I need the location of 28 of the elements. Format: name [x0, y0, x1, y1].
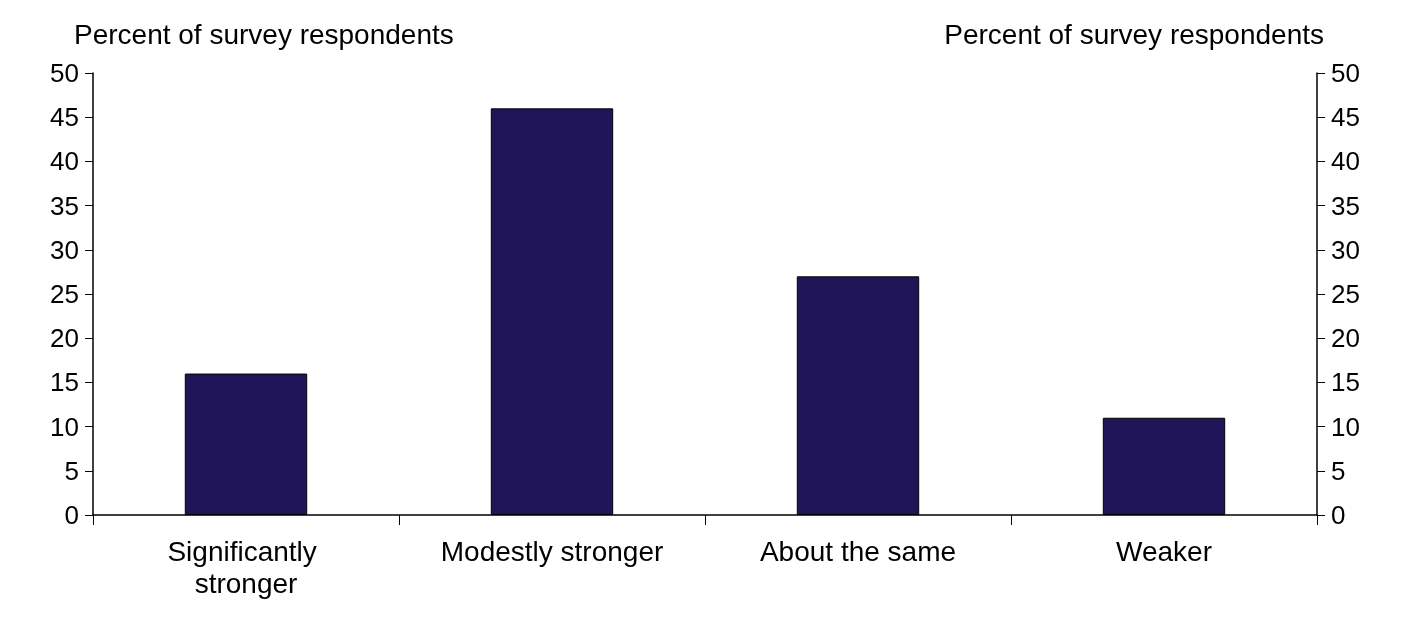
y2-axis-title: Percent of survey respondents — [944, 18, 1324, 50]
y-tick-label: 10 — [50, 411, 79, 442]
y2-tick-label: 10 — [1331, 411, 1360, 442]
y-tick-label: 45 — [50, 102, 79, 133]
x-tick-label: About the same — [759, 535, 957, 567]
y2-tick-label: 0 — [1331, 500, 1346, 530]
y2-tick-label: 20 — [1331, 323, 1360, 354]
x-tick-label: Significantly stronger — [167, 535, 325, 599]
y2-tick-label: 50 — [1331, 58, 1360, 88]
y2-tick-label: 5 — [1331, 455, 1346, 486]
y-tick-label: 0 — [64, 500, 79, 530]
y-tick-label: 5 — [64, 455, 79, 486]
y2-tick-label: 45 — [1331, 102, 1360, 133]
y-tick-label: 20 — [50, 323, 79, 354]
y-tick-label: 15 — [50, 367, 79, 398]
y2-tick-label: 25 — [1331, 279, 1360, 309]
y-tick-label: 35 — [50, 190, 79, 221]
x-tick-label: Weaker — [1116, 535, 1212, 567]
y2-tick-label: 15 — [1331, 367, 1360, 398]
y-axis-title: Percent of survey respondents — [74, 18, 454, 50]
y-tick-label: 50 — [50, 58, 79, 88]
y2-tick-label: 35 — [1331, 190, 1360, 221]
x-tick-label: Modestly stronger — [440, 535, 664, 567]
y-tick-label: 40 — [50, 146, 79, 177]
y2-tick-label: 40 — [1331, 146, 1360, 177]
y-tick-label: 25 — [50, 279, 79, 309]
y-tick-label: 30 — [50, 234, 79, 265]
y2-tick-label: 30 — [1331, 234, 1360, 265]
